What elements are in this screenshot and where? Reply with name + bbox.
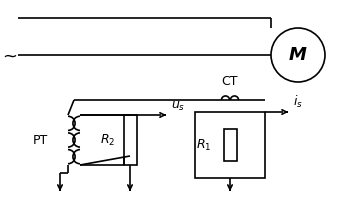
Bar bbox=[124, 115, 137, 165]
Text: CT: CT bbox=[222, 75, 238, 88]
Text: $R_2$: $R_2$ bbox=[100, 132, 115, 147]
Text: M: M bbox=[289, 46, 307, 64]
Bar bbox=[224, 129, 237, 161]
Text: PT: PT bbox=[33, 134, 48, 146]
Bar bbox=[195, 112, 265, 178]
Text: ~: ~ bbox=[2, 48, 18, 66]
Text: $R_1$: $R_1$ bbox=[196, 137, 212, 152]
Text: $i_s$: $i_s$ bbox=[293, 94, 303, 110]
Text: $u_s$: $u_s$ bbox=[171, 100, 185, 113]
